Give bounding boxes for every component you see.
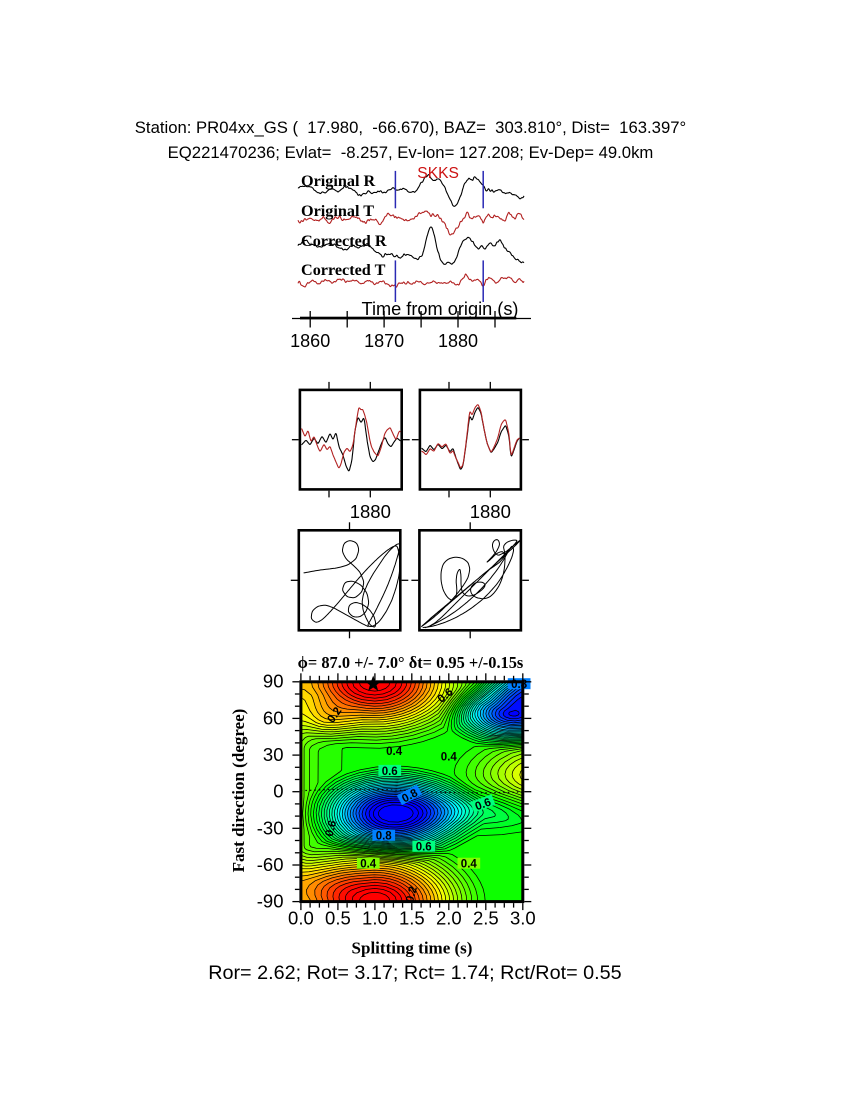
svg-text:0.0: 0.0	[288, 907, 314, 928]
svg-text:0.8: 0.8	[376, 831, 393, 843]
svg-text:0.6: 0.6	[324, 819, 340, 838]
svg-text:90: 90	[263, 671, 284, 692]
svg-text:0.4: 0.4	[461, 859, 478, 871]
svg-text:-30: -30	[257, 817, 284, 838]
svg-text:0.2: 0.2	[404, 885, 420, 904]
svg-text:30: 30	[263, 744, 284, 765]
svg-text:0.5: 0.5	[325, 907, 351, 928]
svg-text:60: 60	[263, 707, 284, 728]
svg-text:0: 0	[273, 781, 283, 802]
svg-text:1.5: 1.5	[399, 907, 425, 928]
svg-text:3.0: 3.0	[510, 907, 536, 928]
svg-text:Splitting time (s): Splitting time (s)	[352, 939, 473, 958]
svg-text:0.4: 0.4	[360, 859, 377, 871]
svg-text:Fast direction (degree): Fast direction (degree)	[230, 709, 248, 873]
svg-text:2.0: 2.0	[436, 907, 462, 928]
svg-text:0.6: 0.6	[382, 766, 398, 778]
svg-text:-90: -90	[257, 891, 284, 912]
svg-text:0.6: 0.6	[474, 796, 493, 813]
svg-text:0.4: 0.4	[386, 746, 403, 758]
svg-text:0.4: 0.4	[441, 751, 458, 763]
svg-text:-60: -60	[257, 854, 284, 875]
svg-text:2.5: 2.5	[473, 907, 499, 928]
svg-text:0.6: 0.6	[416, 842, 432, 854]
svg-text:1.0: 1.0	[362, 907, 388, 928]
